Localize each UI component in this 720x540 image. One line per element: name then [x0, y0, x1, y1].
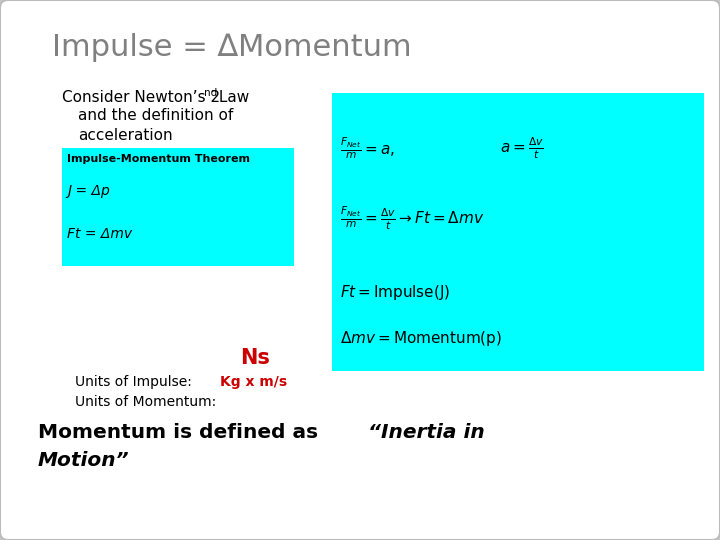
Text: Ft = Δmv: Ft = Δmv: [67, 227, 132, 241]
Text: Units of Impulse:: Units of Impulse:: [75, 375, 192, 389]
Text: $a = \frac{\Delta v}{t}$: $a = \frac{\Delta v}{t}$: [500, 135, 544, 161]
Text: Momentum is defined as: Momentum is defined as: [38, 422, 332, 442]
Text: Units of Momentum:: Units of Momentum:: [75, 395, 216, 409]
Text: $\frac{F_{Net}}{m} = \frac{\Delta v}{t} \rightarrow Ft = \Delta mv$: $\frac{F_{Net}}{m} = \frac{\Delta v}{t} …: [340, 204, 485, 232]
Text: Consider Newton’s 2: Consider Newton’s 2: [62, 90, 220, 105]
FancyBboxPatch shape: [332, 93, 704, 371]
Text: “Inertia in: “Inertia in: [368, 422, 485, 442]
Text: Law: Law: [214, 90, 249, 105]
Text: $\frac{F_{Net}}{m} = a,$: $\frac{F_{Net}}{m} = a,$: [340, 136, 395, 161]
Text: Kg x m/s: Kg x m/s: [220, 375, 287, 389]
Text: nd: nd: [204, 88, 217, 98]
FancyBboxPatch shape: [62, 148, 294, 266]
Text: Impulse = ∆Momentum: Impulse = ∆Momentum: [52, 33, 412, 63]
Text: Ns: Ns: [240, 348, 270, 368]
Text: J = Δp: J = Δp: [67, 184, 109, 198]
Text: Impulse-Momentum Theorem: Impulse-Momentum Theorem: [67, 154, 250, 164]
Text: acceleration: acceleration: [78, 128, 173, 143]
Text: Motion”: Motion”: [38, 450, 130, 469]
Text: and the definition of: and the definition of: [78, 108, 233, 123]
Text: $Ft = \mathrm{Impulse(J)}$: $Ft = \mathrm{Impulse(J)}$: [340, 282, 450, 301]
Text: $\Delta mv = \mathrm{Momentum(p)}$: $\Delta mv = \mathrm{Momentum(p)}$: [340, 328, 502, 348]
